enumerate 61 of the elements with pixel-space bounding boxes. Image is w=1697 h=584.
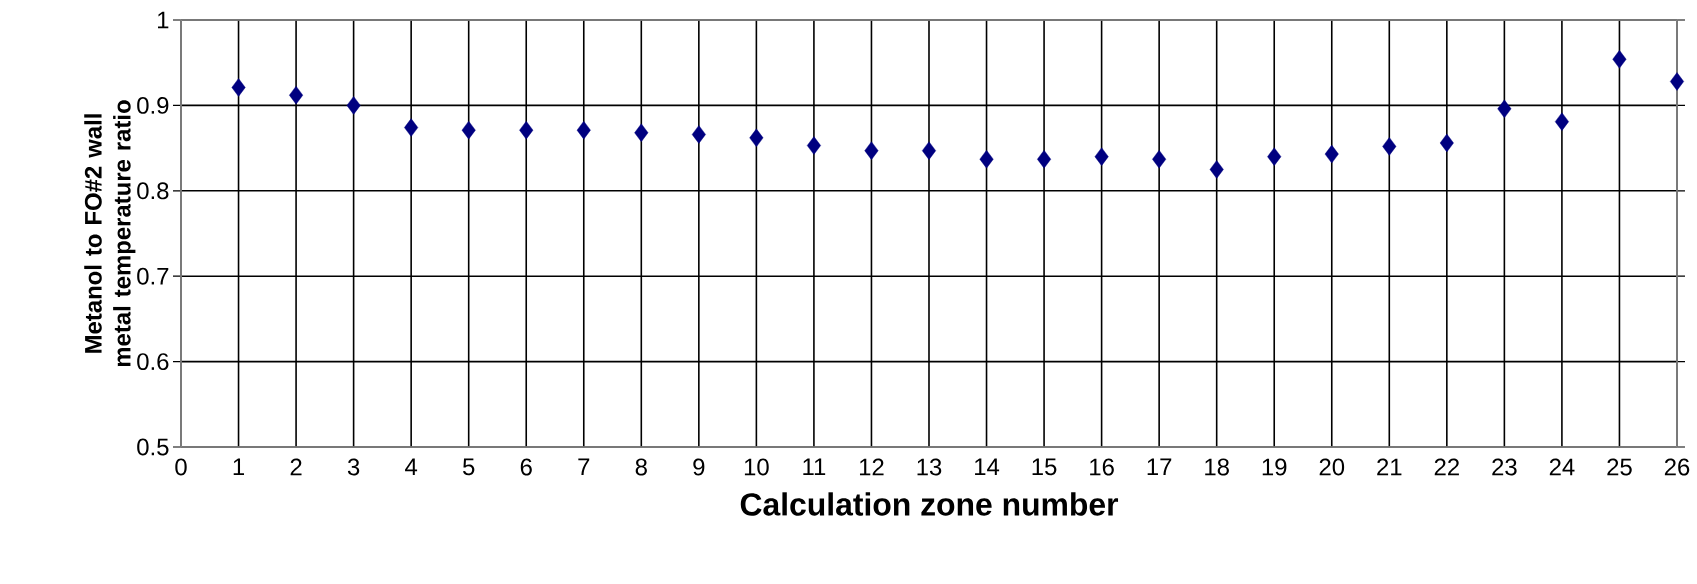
point xyxy=(1324,144,1339,164)
point xyxy=(634,123,649,142)
x-tick-label: 13 xyxy=(917,458,942,476)
x-tick-label: 6 xyxy=(520,458,532,476)
point xyxy=(576,120,591,140)
point xyxy=(1267,147,1282,166)
x-tick-label: 4 xyxy=(405,458,418,475)
point xyxy=(346,96,361,115)
x-axis-title: Calculation zone number xyxy=(740,492,1119,516)
y-tick-label: 1 xyxy=(158,11,169,29)
point xyxy=(289,85,304,105)
y-tick-label: 0.7 xyxy=(137,267,169,285)
point xyxy=(1612,50,1627,69)
x-tick-label: 19 xyxy=(1262,458,1287,476)
point xyxy=(979,150,994,169)
y-tick-label: 0.8 xyxy=(137,182,169,200)
x-tick-label: 0 xyxy=(175,458,187,476)
point xyxy=(1670,72,1684,91)
x-tick-label: 23 xyxy=(1492,458,1517,476)
point xyxy=(864,141,879,160)
point xyxy=(1094,147,1109,166)
x-tick-label: 17 xyxy=(1147,458,1172,475)
x-tick-label: 26 xyxy=(1664,458,1690,476)
x-tick-label: 18 xyxy=(1205,458,1229,476)
x-tick-label: 12 xyxy=(859,458,884,476)
y-tick-label: 0.9 xyxy=(137,96,169,114)
x-tick-label: 25 xyxy=(1607,458,1632,476)
point xyxy=(1439,133,1454,153)
point xyxy=(691,125,706,144)
point xyxy=(806,136,821,155)
point xyxy=(1037,150,1052,169)
x-tick-label: 14 xyxy=(975,458,1000,475)
point xyxy=(404,118,419,137)
x-tick-label: 3 xyxy=(347,458,360,476)
point xyxy=(1497,99,1512,119)
x-tick-label: 11 xyxy=(803,458,826,475)
point xyxy=(1554,112,1569,131)
x-tick-label: 22 xyxy=(1434,458,1459,476)
y-tick-label: 0.6 xyxy=(137,353,169,371)
point xyxy=(1209,160,1224,179)
x-tick-label: 15 xyxy=(1032,458,1057,476)
x-tick-label: 20 xyxy=(1319,458,1345,476)
x-tick-label: 21 xyxy=(1377,458,1402,476)
x-tick-label: 7 xyxy=(578,458,590,475)
point xyxy=(1152,150,1167,169)
y-axis-title: Metanol to FO#2 wall metal temperature ratio xyxy=(84,100,136,367)
x-tick-label: 2 xyxy=(290,458,302,476)
point xyxy=(749,128,764,148)
point xyxy=(461,120,476,140)
point xyxy=(231,78,246,97)
point xyxy=(519,120,534,140)
x-tick-label: 10 xyxy=(744,458,769,476)
x-tick-label: 5 xyxy=(463,458,475,476)
x-tick-label: 1 xyxy=(233,458,245,475)
x-tick-label: 16 xyxy=(1090,458,1114,476)
point xyxy=(922,141,936,160)
point xyxy=(1382,137,1397,156)
x-tick-label: 24 xyxy=(1549,458,1575,476)
x-tick-label: 8 xyxy=(635,458,647,476)
x-tick-label: 9 xyxy=(693,458,705,476)
y-tick-label: 0.5 xyxy=(137,438,169,456)
